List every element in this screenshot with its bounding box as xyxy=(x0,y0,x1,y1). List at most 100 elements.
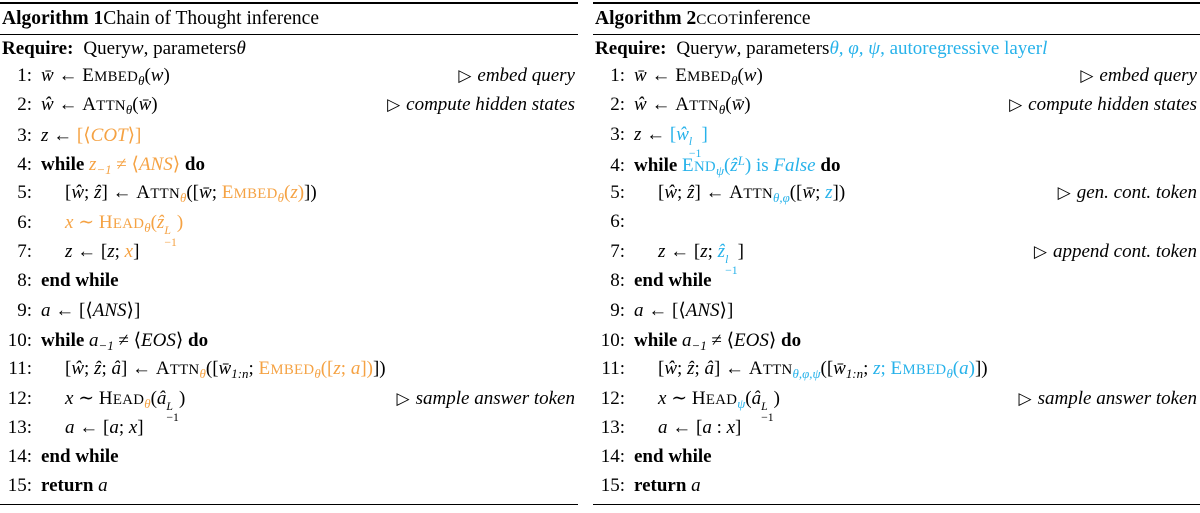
math-text: ← [⟨ xyxy=(643,300,686,322)
smallcaps-first: E xyxy=(890,357,903,379)
smallcaps-first: A xyxy=(136,182,151,204)
math-var: z xyxy=(65,240,73,262)
math-var: COT xyxy=(90,124,128,146)
math-text: ← xyxy=(53,94,83,116)
algo-line: 9: a ← [⟨ANS⟩] xyxy=(593,299,1200,328)
math-text: ( xyxy=(725,94,732,116)
math-var: l xyxy=(1042,38,1048,59)
algorithm-2-lines: 1: w̄ ← EMBEDθ(w) ▷ embed query 2: ŵ ← ATTNθ(… xyxy=(593,65,1200,504)
math-text: inference xyxy=(738,8,811,29)
smallcaps-rest: TTN xyxy=(762,361,793,378)
line-content: while ENDψ(ẑL) is False do xyxy=(634,153,840,179)
line-comment: ▷ embed query xyxy=(1080,65,1200,87)
line-number: 9: xyxy=(17,300,32,322)
smallcaps-rest: EAD xyxy=(705,392,738,409)
math-var: ŵ xyxy=(41,94,54,116)
math-var: ŵ xyxy=(71,182,85,204)
math-text: ) xyxy=(178,388,186,410)
algo-line: 6: x ∼ HEADθ(ẑ L −1) xyxy=(0,211,578,248)
math-text: ; xyxy=(707,240,718,262)
smallcaps-first: A xyxy=(155,357,170,379)
smallcaps-first: E xyxy=(82,65,95,86)
smallcaps-first: H xyxy=(98,388,113,410)
smallcaps-rest: TTN xyxy=(96,98,126,115)
math-text: θ xyxy=(199,366,206,382)
sup-sub-script: l −1 xyxy=(689,136,702,159)
smallcaps-name: EMBED xyxy=(891,358,947,379)
line-comment: ▷ sample answer token xyxy=(1019,388,1200,410)
smallcaps-name: ATTN xyxy=(729,182,773,203)
algo-line: 3: z ← [⟨COT⟩] xyxy=(0,124,578,153)
math-text: ] ← xyxy=(101,182,137,204)
smallcaps-first: H xyxy=(98,212,113,234)
algorithm-1-lines: 1: w̄ ← EMBEDθ(w) ▷ embed query 2: ŵ ← ATTNθ(… xyxy=(0,65,578,504)
smallcaps-rest: EAD xyxy=(112,216,145,233)
line-number: 2: xyxy=(17,94,32,116)
math-var: ANS xyxy=(138,153,173,175)
math-var: a xyxy=(350,357,361,379)
math-text: ⟩] xyxy=(719,300,734,322)
line-number: 5: xyxy=(17,182,32,204)
math-text: ⟩ xyxy=(172,153,181,175)
keyword: end while xyxy=(41,270,119,292)
math-var: â xyxy=(156,388,167,410)
algo-line: 7: z ← [z; x] xyxy=(0,241,578,270)
math-text: ; xyxy=(211,182,222,204)
smallcaps-rest: CCOT xyxy=(696,11,739,28)
smallcaps-name: ATTN xyxy=(156,358,200,379)
math-text: ∼ xyxy=(73,212,99,234)
math-var: w̄ xyxy=(138,94,152,116)
algo-line: 4: while ENDψ(ẑL) is False do xyxy=(593,153,1200,182)
line-comment: ▷ gen. cont. token xyxy=(1058,182,1200,204)
math-text: ← [⟨ xyxy=(50,300,93,322)
line-comment: ▷ append cont. token xyxy=(1034,241,1200,263)
keyword: do xyxy=(815,154,841,176)
line-content: z ← [⟨COT⟩] xyxy=(41,124,141,147)
smallcaps-name: EMBED xyxy=(675,65,731,86)
math-text: ( xyxy=(132,94,139,116)
math-var: z xyxy=(634,123,642,145)
smallcaps-rest: MBED xyxy=(94,69,139,85)
comment-text: embed query xyxy=(477,65,575,86)
math-text: Query xyxy=(83,38,131,59)
math-text: ]) xyxy=(974,357,988,379)
math-var: w xyxy=(150,65,164,86)
line-content: a ← [⟨ANS⟩] xyxy=(41,299,140,322)
math-var: ẑ xyxy=(717,240,726,262)
math-text: −1 xyxy=(96,162,112,178)
math-text: ) xyxy=(163,65,170,86)
algorithm-1-panel: Algorithm 1 Chain of Thought inference R… xyxy=(0,2,578,506)
math-text: ⟩] xyxy=(127,124,142,146)
math-text: ([ xyxy=(186,182,200,204)
line-number: 14: xyxy=(600,445,625,467)
math-var: EOS xyxy=(734,329,769,351)
smallcaps-name: EMBED xyxy=(258,358,314,379)
math-text: Query xyxy=(676,38,724,59)
math-var: z xyxy=(700,240,708,262)
keyword: Algorithm 1 xyxy=(2,8,104,29)
keyword: while xyxy=(634,154,683,176)
math-text: ( xyxy=(150,212,157,234)
math-text: [ xyxy=(65,357,72,379)
math-var: EOS xyxy=(141,329,176,351)
algo-line: 13: a ← [a; x] xyxy=(0,417,578,446)
subscript: −1 xyxy=(725,263,738,277)
math-var: z xyxy=(290,182,298,204)
math-var: a xyxy=(691,475,701,497)
line-number: 6: xyxy=(17,212,32,234)
math-text: ]) xyxy=(372,357,386,379)
line-number: 4: xyxy=(17,153,32,175)
keyword: end while xyxy=(634,445,712,467)
comment-text: sample answer token xyxy=(1037,388,1197,410)
subscript: −1 xyxy=(164,235,177,249)
math-text: ; xyxy=(677,357,688,379)
math-text: ; xyxy=(248,357,259,379)
line-content: ŵ ← ATTNθ(w̄) xyxy=(634,94,751,118)
math-var: w̄ xyxy=(634,65,647,86)
math-text: ]) xyxy=(304,182,317,204)
math-var: a xyxy=(959,357,969,379)
math-text: ) xyxy=(773,388,780,410)
algo-line: 11: [ŵ; ẑ; â] ← ATTNθ,φ,ψ([w̄1:n; z; EMBE… xyxy=(593,358,1200,387)
line-content: a ← [⟨ANS⟩] xyxy=(634,299,733,322)
keyword: while xyxy=(41,329,90,351)
